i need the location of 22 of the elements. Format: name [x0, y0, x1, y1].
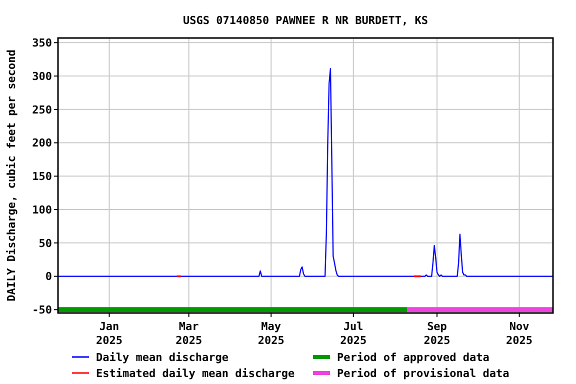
line-series — [57, 68, 554, 277]
y-tick-label: 0 — [45, 270, 52, 284]
x-tick-label: Jul 2025 — [340, 320, 367, 347]
y-tick-label: 100 — [32, 203, 52, 216]
x-tick-label: Nov 2025 — [506, 320, 533, 347]
y-tick-label: 200 — [32, 136, 52, 150]
y-tick-label: -50 — [32, 304, 52, 317]
y-tick-label: 350 — [32, 36, 52, 50]
legend-label: Daily mean discharge — [96, 350, 229, 364]
x-tick-label: May 2025 — [258, 320, 284, 347]
chart-title: USGS 07140850 PAWNEE R NR BURDETT, KS — [182, 14, 428, 27]
x-tick-label: Mar 2025 — [176, 320, 202, 347]
y-tick-label: 300 — [32, 70, 52, 83]
y-tick-label: 250 — [32, 103, 52, 116]
y-axis-title: DAILY Discharge, cubic feet per second — [5, 50, 18, 302]
legend-label: Estimated daily mean discharge — [96, 366, 296, 380]
y-tick-label: 50 — [38, 236, 52, 250]
legend-label: Period of provisional data — [337, 366, 510, 380]
x-tick-label: Sep 2025 — [424, 320, 450, 347]
y-tick-label: 150 — [32, 170, 52, 184]
x-tick-label: Jan 2025 — [96, 320, 123, 347]
legend-label: Period of approved data — [337, 350, 490, 364]
